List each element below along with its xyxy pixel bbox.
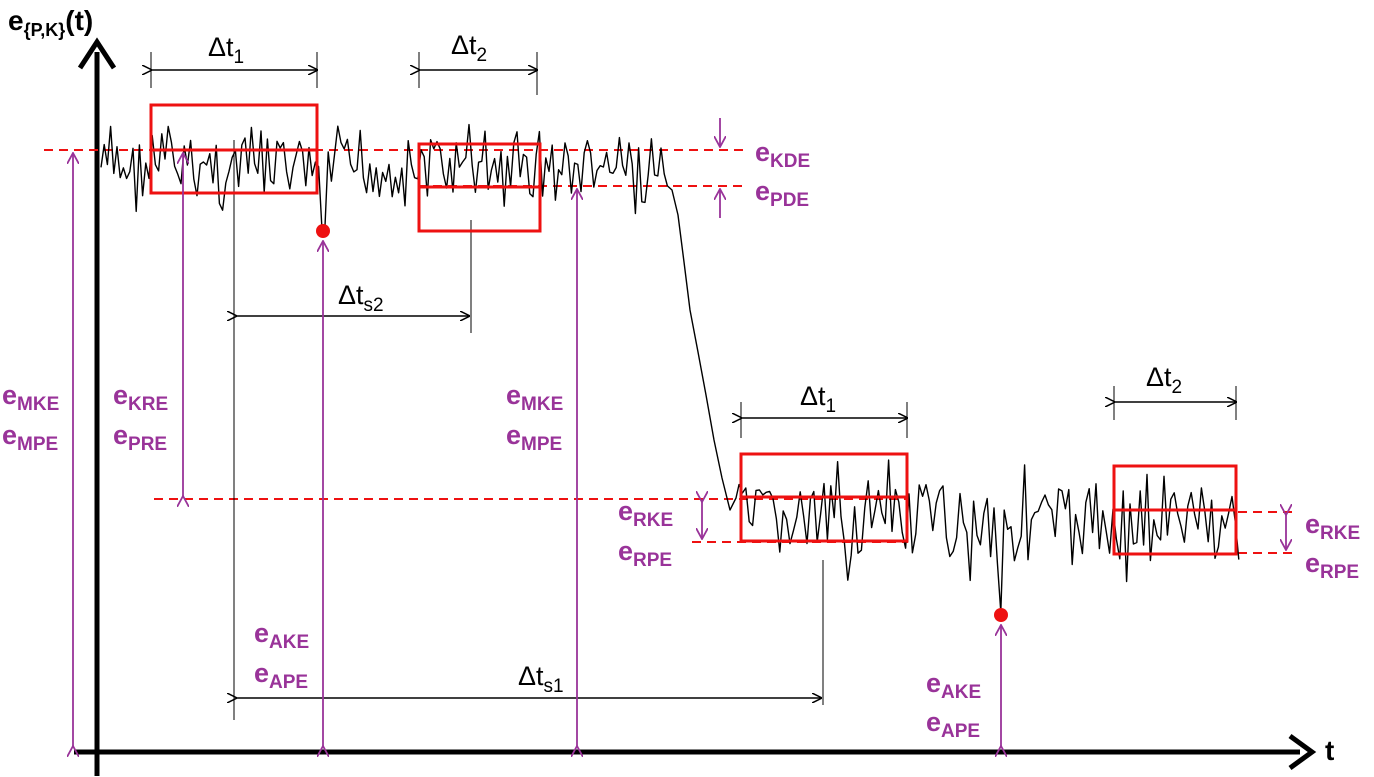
rke-label-1: eRKE	[618, 496, 673, 531]
dts2-label: Δts2	[338, 280, 384, 316]
window-box-3	[739, 452, 909, 543]
ake-label-1: eAKE	[254, 618, 309, 653]
y-axis-label: e{P,K}(t)	[8, 5, 93, 40]
pre-label: ePRE	[113, 420, 167, 455]
dt2-label-bottom: Δt2	[1146, 362, 1182, 398]
dt1-label-bottom: Δt1	[800, 381, 836, 417]
x-axis-label: t	[1325, 735, 1334, 766]
mpe-label-left: eMPE	[2, 420, 58, 455]
pde-label: ePDE	[755, 176, 809, 211]
kde-label: eKDE	[755, 137, 810, 172]
ake-label-2: eAKE	[926, 668, 981, 703]
mke-label-left: eMKE	[2, 380, 59, 415]
rpe-label-1: eRPE	[618, 536, 672, 571]
dt1-label-top: Δt1	[208, 32, 244, 68]
kre-label: eKRE	[113, 380, 168, 415]
error-signal-trace	[100, 123, 1240, 613]
ape-label-1: eAPE	[254, 658, 308, 693]
extreme-point-1	[316, 224, 330, 238]
mpe-label-mid: eMPE	[506, 420, 562, 455]
rpe-label-2: eRPE	[1305, 548, 1359, 583]
dts1-label: Δts1	[518, 661, 564, 697]
rke-label-2: eRKE	[1305, 509, 1360, 544]
window-box-1	[149, 103, 319, 195]
ape-label-2: eAPE	[926, 707, 980, 742]
window-box-4	[1112, 464, 1238, 556]
extreme-point-2	[994, 608, 1008, 622]
mke-label-mid: eMKE	[506, 380, 563, 415]
window-box-2	[417, 142, 542, 233]
y-axis-arrowhead	[77, 37, 117, 70]
x-axis-arrowhead	[1288, 733, 1317, 771]
dt2-label-top: Δt2	[451, 30, 487, 66]
